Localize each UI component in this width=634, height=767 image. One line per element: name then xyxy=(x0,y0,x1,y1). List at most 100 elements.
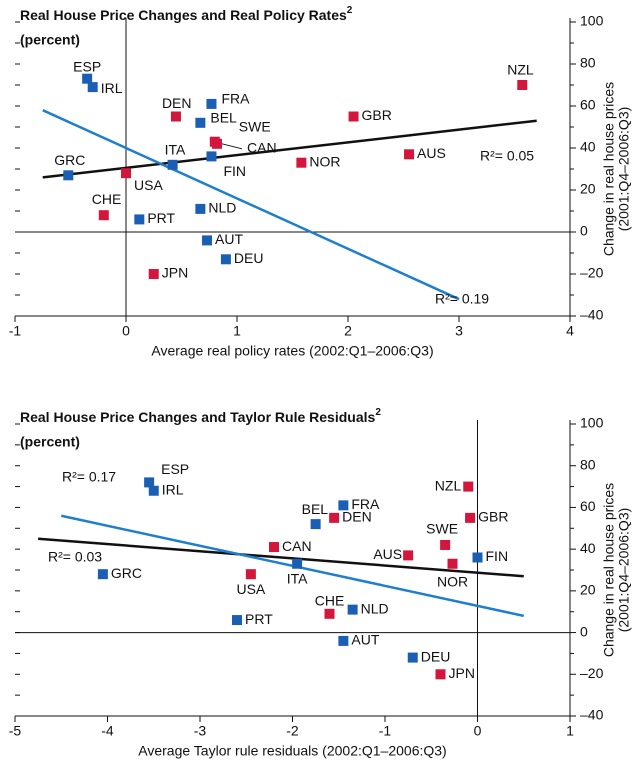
x-tick-label: -4 xyxy=(101,723,114,739)
point-label: BEL xyxy=(210,110,237,126)
point xyxy=(202,235,213,246)
y-tick-label: 0 xyxy=(580,223,588,239)
y-tick-label: 40 xyxy=(580,139,596,155)
y-tick-label: –40 xyxy=(580,307,604,323)
point xyxy=(98,210,109,221)
point xyxy=(517,80,528,90)
point xyxy=(338,635,349,646)
point-label: ITA xyxy=(287,570,308,586)
r-squared-label: R²= 0.19 xyxy=(435,291,489,307)
subtitle: (percent) xyxy=(20,32,80,48)
point xyxy=(195,117,206,128)
point xyxy=(206,151,217,162)
point-label: CHE xyxy=(315,593,345,609)
r-squared-label: R²= 0.05 xyxy=(480,148,534,164)
r-squared-label: R²= 0.17 xyxy=(62,469,116,485)
point xyxy=(404,149,415,160)
y-axis-label: Change in real house prices xyxy=(601,82,617,256)
y-tick-label: 60 xyxy=(580,498,596,514)
point-label: DEN xyxy=(342,509,372,525)
y-tick-label: 40 xyxy=(580,540,596,556)
point-label: DEU xyxy=(234,250,264,266)
point xyxy=(269,542,279,553)
point xyxy=(97,569,108,580)
point xyxy=(63,170,74,181)
x-tick-label: -3 xyxy=(194,723,207,739)
point xyxy=(82,73,93,84)
point-label: PRT xyxy=(245,611,273,627)
point xyxy=(292,558,303,569)
point xyxy=(407,652,418,663)
x-tick-label: -1 xyxy=(379,723,392,739)
subtitle: (percent) xyxy=(20,434,80,450)
point-label: NOR xyxy=(437,573,468,589)
point xyxy=(195,203,206,214)
point-label: GRC xyxy=(111,565,142,581)
point-label: DEN xyxy=(162,95,192,111)
fit-line xyxy=(42,119,537,179)
y-tick-label: 20 xyxy=(580,181,596,197)
x-tick-label: 1 xyxy=(233,323,241,339)
y-tick-label: –40 xyxy=(580,707,604,723)
y-tick-label: –20 xyxy=(580,665,604,681)
point xyxy=(144,477,155,488)
point-label: CAN xyxy=(282,538,312,554)
point xyxy=(212,138,223,149)
point xyxy=(134,214,145,225)
x-tick-label: 4 xyxy=(566,323,574,339)
y-axis-label: (2001:Q4–2006:Q3) xyxy=(616,107,632,232)
y-tick-label: 80 xyxy=(580,456,596,472)
x-tick-label: 3 xyxy=(455,323,463,339)
x-tick-label: 1 xyxy=(566,723,574,739)
point-label: SWE xyxy=(426,521,458,537)
point-label: IRL xyxy=(162,481,184,497)
point xyxy=(440,539,451,550)
chart-title: Real House Price Changes and Taylor Rule… xyxy=(20,407,381,425)
point-label: USA xyxy=(134,177,163,193)
point xyxy=(347,604,358,615)
point xyxy=(348,111,359,122)
x-tick-label: 0 xyxy=(474,723,482,739)
x-tick-label: 0 xyxy=(122,323,130,339)
point xyxy=(232,615,242,626)
point-label: AUS xyxy=(373,546,402,562)
title-note: 2 xyxy=(347,5,353,16)
x-tick-label: 2 xyxy=(344,323,352,339)
y-tick-label: 20 xyxy=(580,582,596,598)
y-axis-label: (2001:Q4–2006:Q3) xyxy=(616,508,632,633)
point-label: AUS xyxy=(417,145,446,161)
point xyxy=(465,512,476,523)
y-tick-label: 80 xyxy=(580,55,596,71)
point-label: FRA xyxy=(351,496,380,512)
point xyxy=(324,608,335,619)
fit-line xyxy=(42,109,460,301)
point xyxy=(463,481,474,492)
title-text: Real House Price Changes and Real Policy… xyxy=(20,7,347,23)
point-label: JPN xyxy=(162,265,188,281)
r-squared-label: R²= 0.03 xyxy=(48,549,102,565)
point xyxy=(220,254,231,265)
point xyxy=(403,550,414,561)
point-label: NZL xyxy=(435,477,462,493)
x-tick-label: -1 xyxy=(9,323,22,339)
y-tick-label: 0 xyxy=(580,623,588,639)
point xyxy=(472,552,483,563)
point xyxy=(447,558,458,569)
point-label: ESP xyxy=(73,58,101,74)
point xyxy=(121,168,131,179)
point-label: GBR xyxy=(362,107,392,123)
point-label: CHE xyxy=(92,191,122,207)
point-label: GBR xyxy=(478,509,508,525)
x-axis-label: Average Taylor rule residuals (2002:Q1–2… xyxy=(138,743,446,759)
point-label: PRT xyxy=(147,210,175,226)
title-note: 2 xyxy=(375,407,381,418)
point xyxy=(245,569,256,580)
point-label: ITA xyxy=(165,142,186,158)
point-label: BEL xyxy=(302,501,329,517)
point-label: FIN xyxy=(486,548,509,564)
point xyxy=(87,82,98,93)
title-text: Real House Price Changes and Taylor Rule… xyxy=(20,409,376,425)
point xyxy=(148,485,159,496)
point xyxy=(167,159,178,170)
